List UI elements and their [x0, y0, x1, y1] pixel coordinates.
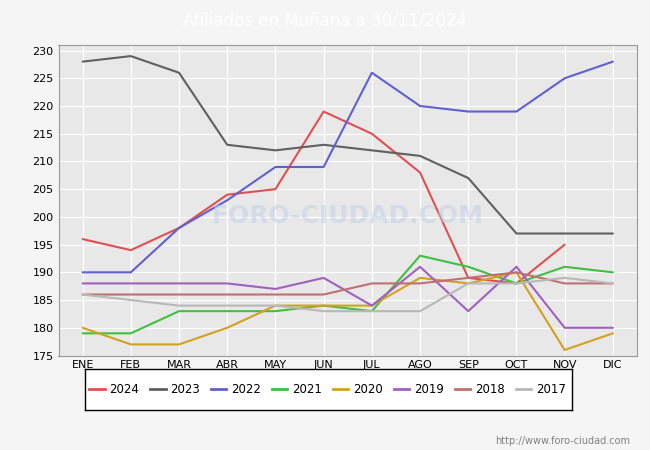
Text: 2020: 2020	[353, 383, 383, 396]
Text: 2024: 2024	[109, 383, 139, 396]
Text: FORO-CIUDAD.COM: FORO-CIUDAD.COM	[212, 204, 484, 228]
Text: 2023: 2023	[170, 383, 200, 396]
Text: 2019: 2019	[414, 383, 444, 396]
Text: 2021: 2021	[292, 383, 322, 396]
Text: 2022: 2022	[231, 383, 261, 396]
Text: Afiliados en Muñana a 30/11/2024: Afiliados en Muñana a 30/11/2024	[183, 11, 467, 29]
Text: 2018: 2018	[475, 383, 505, 396]
Text: http://www.foro-ciudad.com: http://www.foro-ciudad.com	[495, 436, 630, 446]
Text: 2017: 2017	[536, 383, 566, 396]
